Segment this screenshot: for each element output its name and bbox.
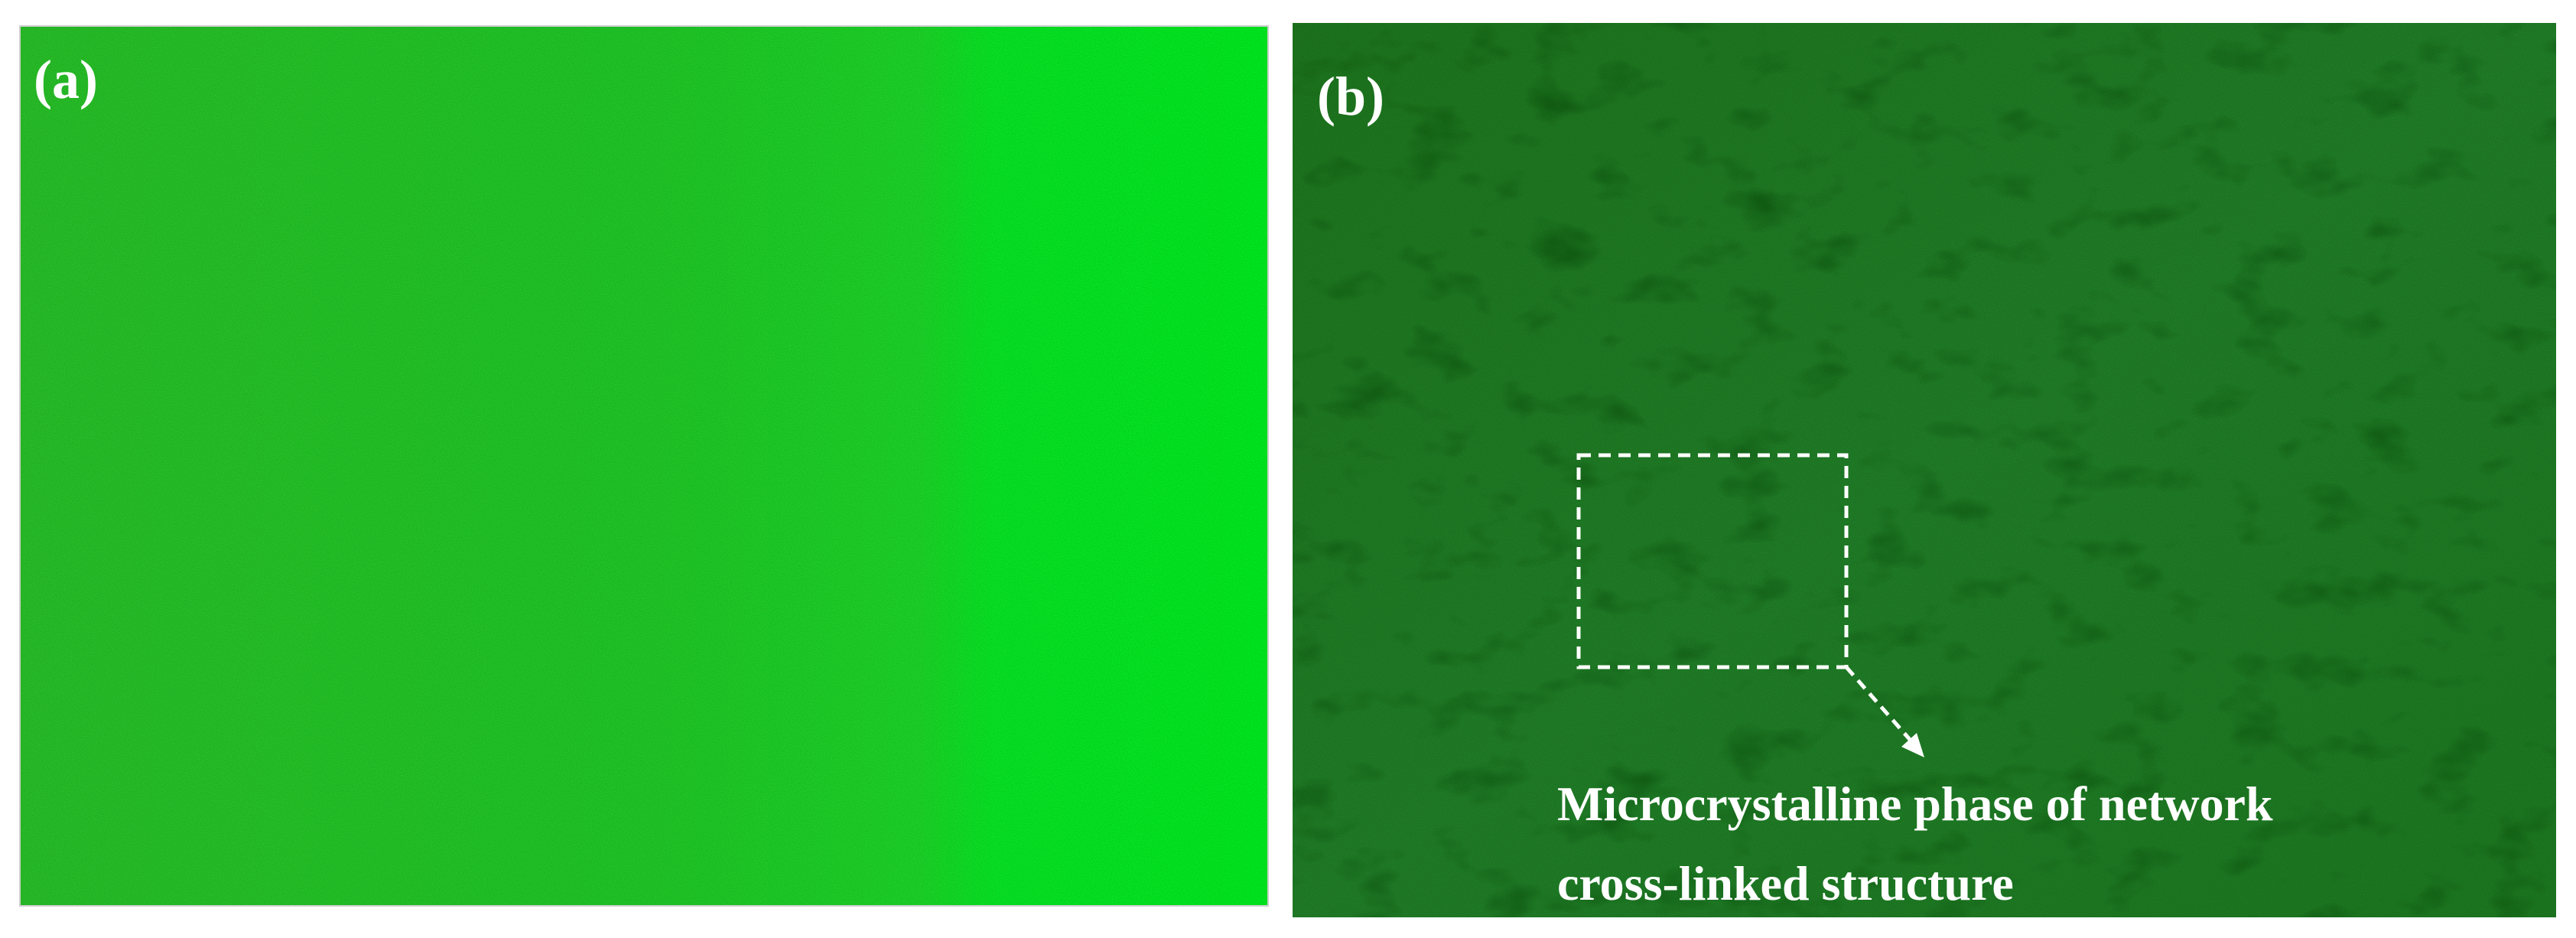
panel-label: (a) [34,49,98,110]
annotation-line: Microcrystalline phase of network [1557,777,2273,831]
panel-a: (a) [19,25,1269,907]
texture [1293,23,2556,917]
panel-label: (b) [1317,66,1384,127]
panel-b: (b) Microcrystalline phase of network cr… [1293,23,2556,917]
annotation-line: cross-linked structure [1557,856,2014,910]
arrow-head [1901,733,1924,757]
frame [19,25,1269,907]
texture [20,26,1268,906]
